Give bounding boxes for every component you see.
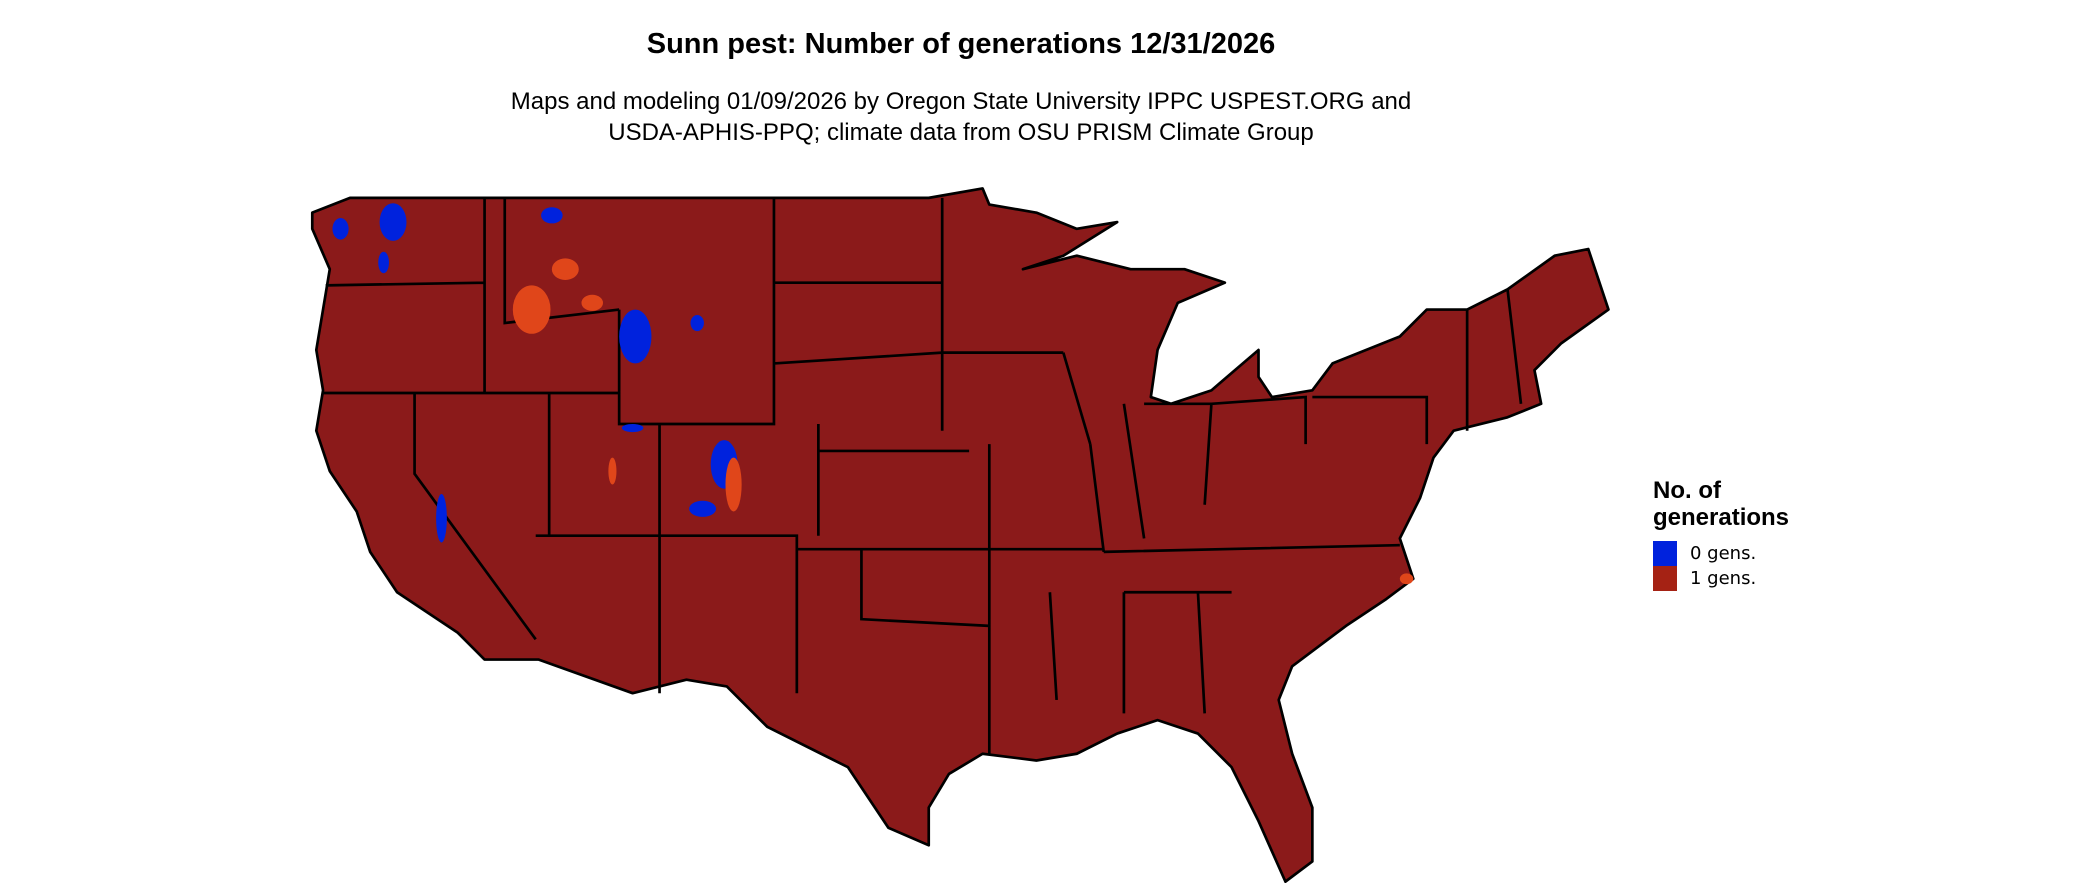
legend-label: 1 gens. [1690, 568, 1757, 589]
zero-generation-areas [332, 203, 738, 543]
map-title: Sunn pest: Number of generations 12/31/2… [646, 28, 1276, 60]
subtitle-line-1: Maps and modeling 01/09/2026 by Oregon S… [510, 88, 1412, 115]
legend-title: No. of generations [1653, 477, 1789, 531]
legend-swatch-blue [1653, 541, 1677, 566]
us-outline [310, 187, 1610, 883]
map-subtitle: Maps and modeling 01/09/2026 by Oregon S… [0, 86, 1922, 148]
legend-title-line-1: No. of [1653, 477, 1721, 504]
legend-item-0-gens: 0 gens. [1653, 541, 1789, 566]
legend-swatch-red [1653, 566, 1677, 591]
legend-item-1-gens: 1 gens. [1653, 566, 1789, 591]
legend-label: 0 gens. [1690, 543, 1757, 564]
transition-areas [512, 258, 1414, 585]
state-borders [323, 197, 1523, 754]
subtitle-line-2: USDA-APHIS-PPQ; climate data from OSU PR… [608, 119, 1314, 146]
legend: No. of generations 0 gens. 1 gens. [1653, 477, 1789, 591]
legend-title-line-2: generations [1653, 504, 1790, 531]
